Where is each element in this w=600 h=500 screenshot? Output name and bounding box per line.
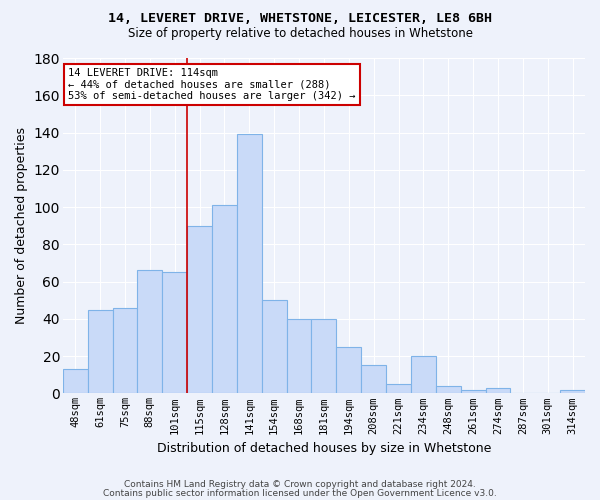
Bar [461,390,485,394]
Bar [337,347,361,394]
Bar [137,270,162,394]
Bar [386,384,411,394]
Bar [113,308,137,394]
Bar [162,272,187,394]
Text: Contains public sector information licensed under the Open Government Licence v3: Contains public sector information licen… [103,488,497,498]
X-axis label: Distribution of detached houses by size in Whetstone: Distribution of detached houses by size … [157,442,491,455]
Bar [88,310,113,394]
Bar [311,319,337,394]
Bar [361,366,386,394]
Y-axis label: Number of detached properties: Number of detached properties [15,127,28,324]
Bar [287,319,311,394]
Bar [411,356,436,394]
Text: 14, LEVERET DRIVE, WHETSTONE, LEICESTER, LE8 6BH: 14, LEVERET DRIVE, WHETSTONE, LEICESTER,… [108,12,492,26]
Bar [262,300,287,394]
Bar [63,369,88,394]
Text: 14 LEVERET DRIVE: 114sqm
← 44% of detached houses are smaller (288)
53% of semi-: 14 LEVERET DRIVE: 114sqm ← 44% of detach… [68,68,356,102]
Bar [212,205,237,394]
Bar [560,390,585,394]
Bar [237,134,262,394]
Text: Size of property relative to detached houses in Whetstone: Size of property relative to detached ho… [128,28,473,40]
Text: Contains HM Land Registry data © Crown copyright and database right 2024.: Contains HM Land Registry data © Crown c… [124,480,476,489]
Bar [187,226,212,394]
Bar [436,386,461,394]
Bar [485,388,511,394]
